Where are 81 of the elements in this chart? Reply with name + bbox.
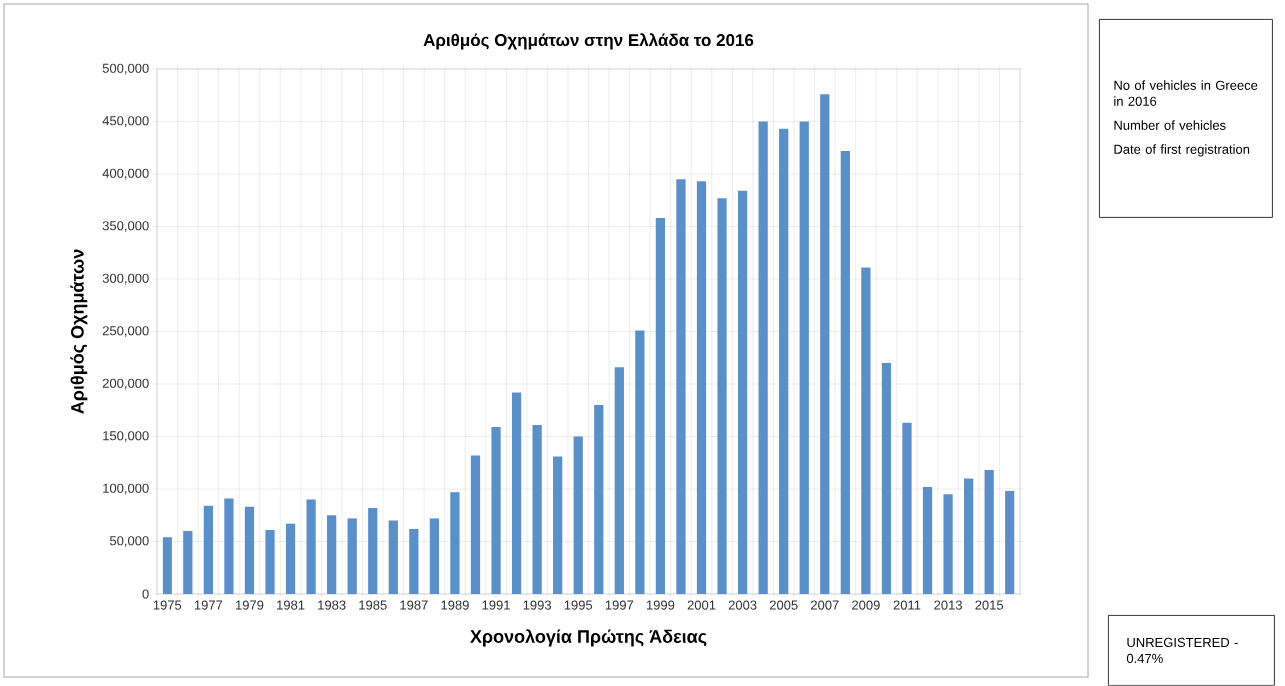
bar [573,436,583,595]
bar [532,425,542,595]
bar [306,499,316,595]
x-tick-label: 1997 [605,600,634,610]
y-tick-label: 200,000 [102,378,149,390]
bar [347,518,357,595]
bar [327,515,337,595]
y-tick-label: 250,000 [102,326,149,337]
bar [162,537,172,595]
y-tick-label: 450,000 [102,116,149,127]
bar [943,494,953,595]
bar [491,427,501,595]
bar [922,487,933,595]
bar [450,492,460,595]
bar [820,94,830,595]
bar [511,392,522,595]
x-tick-label: 1981 [277,600,305,610]
y-tick-label: 50,000 [109,536,149,547]
x-tick-label: 2005 [769,600,798,610]
bar [840,151,850,595]
bar [779,128,789,595]
x-axis-title: Χρονολογία Πρώτης Άδειας [470,629,707,647]
bar [861,267,871,595]
bar [881,363,892,595]
bar [553,456,563,595]
x-tick-label: 1991 [482,600,510,610]
bar [265,530,275,595]
x-tick-label: 2007 [811,600,839,610]
bar [799,121,809,595]
bar [758,121,768,595]
x-tick-label: 1977 [194,600,223,610]
bar [203,505,213,595]
bar [1005,491,1015,595]
bar [388,520,398,595]
x-tick-label: 1985 [359,600,387,610]
bar [984,470,994,595]
bar [244,506,255,595]
bar [409,529,419,595]
x-tick-label: 2015 [975,600,1004,610]
y-tick-label: 100,000 [103,483,149,495]
bar [368,508,378,595]
bar [676,179,686,595]
x-tick-label: 2001 [687,600,716,610]
bar [696,181,707,595]
bar [183,531,193,595]
bar [285,523,296,595]
x-tick-label: 2003 [728,600,757,610]
x-tick-label: 1989 [441,600,469,610]
chart-title: Αριθμός Οχημάτων στην Ελλάδα το 2016 [423,33,754,50]
bar [614,367,624,595]
y-tick-label: 500,000 [102,63,149,75]
bar [717,198,727,595]
bar [964,478,974,595]
x-tick-label: 1993 [523,600,552,610]
x-tick-label: 1975 [153,600,182,610]
x-tick-label: 1979 [236,600,264,610]
y-tick-label: 0 [142,589,149,599]
bar [655,218,666,595]
text: Date of first registration [1114,144,1250,157]
bar [594,405,604,595]
text: UNREGISTERED - 0.47% [1126,637,1238,664]
y-tick-label: 150,000 [103,431,149,442]
bar [224,498,234,595]
y-axis-title: Αριθμός Οχημάτων [70,249,88,414]
x-tick-label: 2009 [852,600,880,610]
bar [902,422,912,595]
y-tick-label: 350,000 [102,221,149,232]
x-tick-label: 1987 [400,600,428,610]
y-tick-label: 400,000 [102,168,149,180]
x-tick-label: 2011 [893,600,921,610]
text: Number of vehicles [1114,120,1226,130]
bar [737,190,748,595]
bar [429,518,440,595]
x-tick-label: 1999 [646,600,675,610]
x-tick-label: 1995 [564,600,593,610]
bar [635,330,645,595]
x-tick-label: 2013 [934,600,962,610]
bar [470,455,481,595]
y-tick-label: 300,000 [102,273,149,285]
x-tick-label: 1983 [318,600,346,610]
text: No of vehicles in Greece in 2016 [1114,80,1258,106]
